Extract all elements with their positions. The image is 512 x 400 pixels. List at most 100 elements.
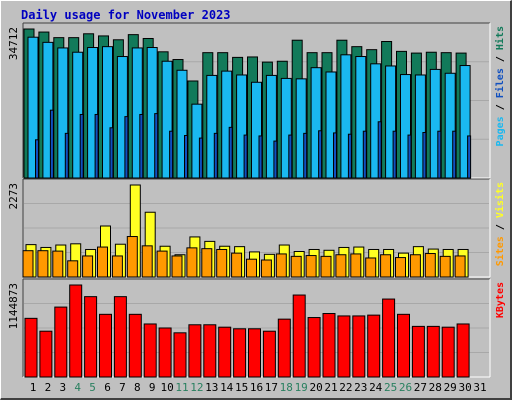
bar-sites-day-28 (424, 253, 436, 278)
bar-sites-day-20 (305, 255, 317, 278)
bar-pages-day-8 (139, 113, 144, 179)
x-tick-label-day-8: 8 (134, 381, 141, 394)
bar-sites-day-12 (186, 247, 198, 278)
series-legend-label: KBytes (495, 282, 506, 318)
bar-kbytes-day-19 (292, 294, 306, 378)
bar-pages-day-23 (362, 130, 367, 179)
bar-sites-day-27 (409, 254, 421, 278)
bar-files-day-6 (102, 46, 113, 179)
bar-kbytes-day-23 (352, 315, 366, 378)
bar-files-day-9 (146, 47, 158, 179)
bar-kbytes-day-3 (54, 306, 68, 378)
x-tick-label-day-9: 9 (149, 381, 156, 394)
legend-sites: Sites (494, 236, 506, 266)
series-legend-label: Sites / Visits (494, 182, 506, 266)
bar-pages-day-2 (49, 109, 54, 179)
bar-kbytes-day-11 (173, 332, 187, 378)
bar-pages-day-13 (213, 132, 218, 179)
bar-pages-day-11 (184, 135, 188, 179)
bar-kbytes-day-29 (441, 326, 455, 378)
x-tick-label-day-6: 6 (104, 381, 111, 394)
bar-files-day-8 (131, 47, 143, 179)
bar-sites-day-9 (141, 245, 153, 278)
bar-pages-day-20 (318, 130, 323, 179)
legend-visits: Visits (494, 182, 506, 218)
bar-sites-day-22 (335, 254, 347, 278)
bar-files-day-17 (265, 74, 277, 179)
bar-pages-day-10 (169, 130, 174, 179)
bar-files-day-21 (325, 71, 337, 179)
bar-pages-day-7 (124, 116, 129, 179)
bar-kbytes-day-30 (456, 323, 470, 378)
max-value-label: 1144873 (7, 283, 20, 329)
bar-pages-day-25 (392, 130, 397, 179)
bar-sites-day-11 (171, 255, 183, 278)
series-legend-label: Pages / Files / Hits (494, 26, 506, 146)
bar-sites-day-15 (231, 252, 243, 278)
max-value-label: 34712 (7, 27, 20, 60)
bar-pages-day-9 (154, 113, 159, 179)
bar-sites-day-7 (111, 255, 123, 278)
x-tick-label-day-7: 7 (119, 381, 126, 394)
x-tick-label-day-1: 1 (30, 381, 37, 394)
x-tick-label-day-31: 31 (473, 381, 486, 394)
x-tick-label-day-15: 15 (235, 381, 248, 394)
bar-sites-day-10 (156, 250, 168, 278)
legend-separator: / (495, 218, 506, 236)
bar-files-day-28 (429, 68, 441, 179)
bar-kbytes-day-1 (24, 317, 38, 378)
bar-pages-day-3 (64, 132, 69, 179)
x-tick-label-day-21: 21 (324, 381, 337, 394)
bar-pages-day-14 (228, 126, 233, 179)
bar-pages-day-28 (437, 130, 442, 179)
bar-files-day-30 (459, 65, 471, 179)
bar-sites-day-17 (260, 259, 272, 278)
x-tick-label-day-19: 19 (295, 381, 308, 394)
bar-pages-day-6 (109, 127, 114, 179)
bar-files-day-15 (236, 74, 248, 179)
x-tick-label-day-26: 26 (399, 381, 412, 394)
bar-pages-day-26 (407, 134, 412, 179)
x-tick-label-day-16: 16 (250, 381, 263, 394)
x-tick-label-day-13: 13 (205, 381, 218, 394)
bar-pages-day-29 (452, 130, 457, 179)
x-tick-label-day-24: 24 (369, 381, 383, 394)
bar-pages-day-24 (377, 121, 382, 179)
legend-files: Files (494, 68, 506, 98)
bar-kbytes-day-18 (277, 318, 291, 378)
bar-files-day-23 (355, 56, 367, 179)
x-tick-label-day-17: 17 (265, 381, 278, 394)
x-tick-label-day-3: 3 (59, 381, 66, 394)
bar-kbytes-day-12 (188, 324, 202, 378)
bar-files-day-1 (27, 36, 39, 179)
bar-files-day-29 (444, 72, 456, 179)
bar-pages-day-12 (198, 137, 203, 179)
bar-kbytes-day-13 (203, 324, 217, 378)
x-tick-label-day-12: 12 (190, 381, 203, 394)
bar-kbytes-day-15 (233, 328, 247, 378)
chart-title: Daily usage for November 2023 (21, 8, 231, 22)
x-tick-label-day-18: 18 (280, 381, 293, 394)
bar-kbytes-day-28 (426, 325, 440, 378)
bar-files-day-25 (385, 65, 397, 179)
x-tick-label-day-11: 11 (175, 381, 188, 394)
bar-sites-day-8 (126, 236, 138, 278)
bar-pages-day-18 (288, 134, 293, 179)
bar-kbytes-day-4 (69, 284, 83, 378)
bar-sites-day-14 (216, 248, 228, 278)
bar-kbytes-day-26 (397, 313, 410, 378)
bar-sites-day-6 (97, 246, 108, 278)
bar-pages-day-21 (333, 132, 337, 179)
bar-pages-day-15 (243, 134, 248, 179)
x-tick-label-day-29: 29 (444, 381, 457, 394)
bar-pages-day-27 (422, 131, 427, 179)
bar-files-day-24 (370, 63, 382, 179)
bar-pages-day-4 (79, 113, 84, 179)
bar-sites-day-16 (246, 258, 257, 278)
x-tick-label-day-4: 4 (74, 381, 81, 394)
bar-sites-day-13 (201, 248, 213, 278)
bar-pages-day-19 (303, 132, 308, 179)
bar-sites-day-30 (454, 255, 466, 278)
bar-kbytes-day-5 (84, 296, 98, 378)
bar-files-day-26 (400, 74, 411, 179)
